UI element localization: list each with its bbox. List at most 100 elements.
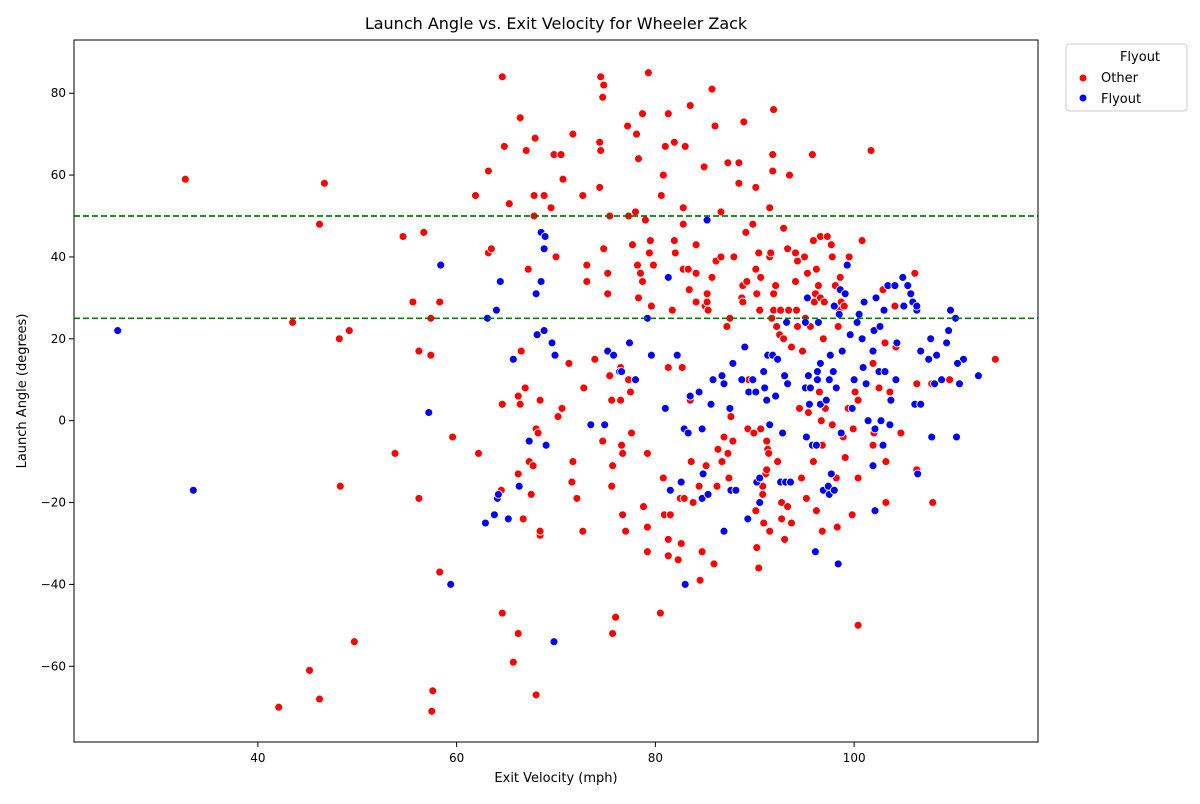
point-other <box>516 346 526 356</box>
point-other <box>663 534 673 544</box>
point-flyout <box>916 399 926 409</box>
point-flyout <box>891 375 901 385</box>
point-other <box>556 150 566 160</box>
point-flyout <box>924 354 934 364</box>
point-flyout <box>837 346 847 356</box>
point-other <box>551 252 561 262</box>
point-flyout <box>926 334 936 344</box>
point-other <box>814 387 824 397</box>
point-flyout <box>725 403 735 413</box>
point-other <box>486 244 496 254</box>
point-other <box>868 358 878 368</box>
point-other <box>530 133 540 143</box>
point-other <box>716 252 726 262</box>
point-other <box>839 301 849 311</box>
point-other <box>595 137 605 147</box>
point-flyout <box>833 559 843 569</box>
point-flyout <box>508 354 518 364</box>
point-flyout <box>930 379 940 389</box>
point-other <box>572 493 582 503</box>
point-other <box>785 170 794 180</box>
point-flyout <box>953 358 962 368</box>
plot-frame <box>73 39 1039 743</box>
point-other <box>769 105 779 115</box>
point-flyout <box>880 367 890 377</box>
point-flyout <box>801 432 811 442</box>
point-other <box>564 358 574 368</box>
point-other <box>723 158 733 168</box>
point-other <box>663 363 673 372</box>
point-other <box>427 706 437 716</box>
point-flyout <box>436 260 446 270</box>
point-other <box>751 264 761 274</box>
point-other <box>800 252 809 262</box>
y-axis-ticks: −60 −40 −20 0 20 40 60 80 <box>41 86 74 673</box>
legend-title: Flyout <box>1120 50 1160 65</box>
point-other <box>632 129 641 139</box>
point-other <box>655 608 665 618</box>
point-flyout <box>802 293 812 303</box>
point-other <box>670 248 680 258</box>
point-flyout <box>927 432 937 442</box>
point-other <box>811 264 821 274</box>
point-other <box>497 72 507 82</box>
point-flyout <box>694 387 704 397</box>
point-other <box>607 395 617 405</box>
legend-marker-other <box>1078 73 1088 83</box>
point-flyout <box>834 309 844 319</box>
point-other <box>526 489 536 499</box>
point-flyout <box>863 416 873 426</box>
point-flyout <box>489 510 499 520</box>
point-other <box>599 80 609 90</box>
point-flyout <box>759 367 769 377</box>
point-flyout <box>886 395 896 405</box>
point-flyout <box>858 363 868 372</box>
point-other <box>643 68 653 78</box>
point-other <box>623 121 633 131</box>
point-flyout <box>854 309 864 319</box>
point-other <box>697 547 707 557</box>
point-flyout <box>719 379 729 389</box>
point-flyout <box>916 346 926 356</box>
point-other <box>528 461 538 471</box>
point-flyout <box>861 379 871 389</box>
point-flyout <box>840 289 850 299</box>
point-other <box>722 322 732 331</box>
point-other <box>684 285 694 295</box>
point-other <box>603 268 613 278</box>
point-other <box>699 162 709 172</box>
point-other <box>868 440 878 450</box>
point-flyout <box>697 424 707 434</box>
point-other <box>667 305 677 315</box>
point-other <box>578 526 588 536</box>
point-other <box>791 277 800 286</box>
point-other <box>847 510 857 520</box>
point-flyout <box>617 367 627 377</box>
point-other <box>833 322 843 331</box>
point-other <box>642 448 652 458</box>
point-flyout <box>959 354 968 364</box>
point-other <box>752 289 762 299</box>
point-flyout <box>913 469 923 479</box>
point-other <box>626 387 635 397</box>
point-other <box>598 436 608 446</box>
point-other <box>776 305 786 315</box>
point-other <box>874 383 884 393</box>
point-other <box>414 493 424 503</box>
point-other <box>669 236 679 246</box>
point-other <box>777 514 787 524</box>
points-layer <box>113 68 1000 716</box>
point-other <box>758 489 768 499</box>
reference-lines <box>74 215 1038 320</box>
point-other <box>710 121 720 131</box>
point-other <box>531 690 541 700</box>
point-other <box>755 305 765 315</box>
point-flyout <box>728 358 738 368</box>
point-other <box>826 240 836 250</box>
point-other <box>603 289 613 299</box>
point-flyout <box>878 440 888 450</box>
point-flyout <box>836 428 846 438</box>
point-other <box>822 232 832 241</box>
point-flyout <box>540 232 550 241</box>
